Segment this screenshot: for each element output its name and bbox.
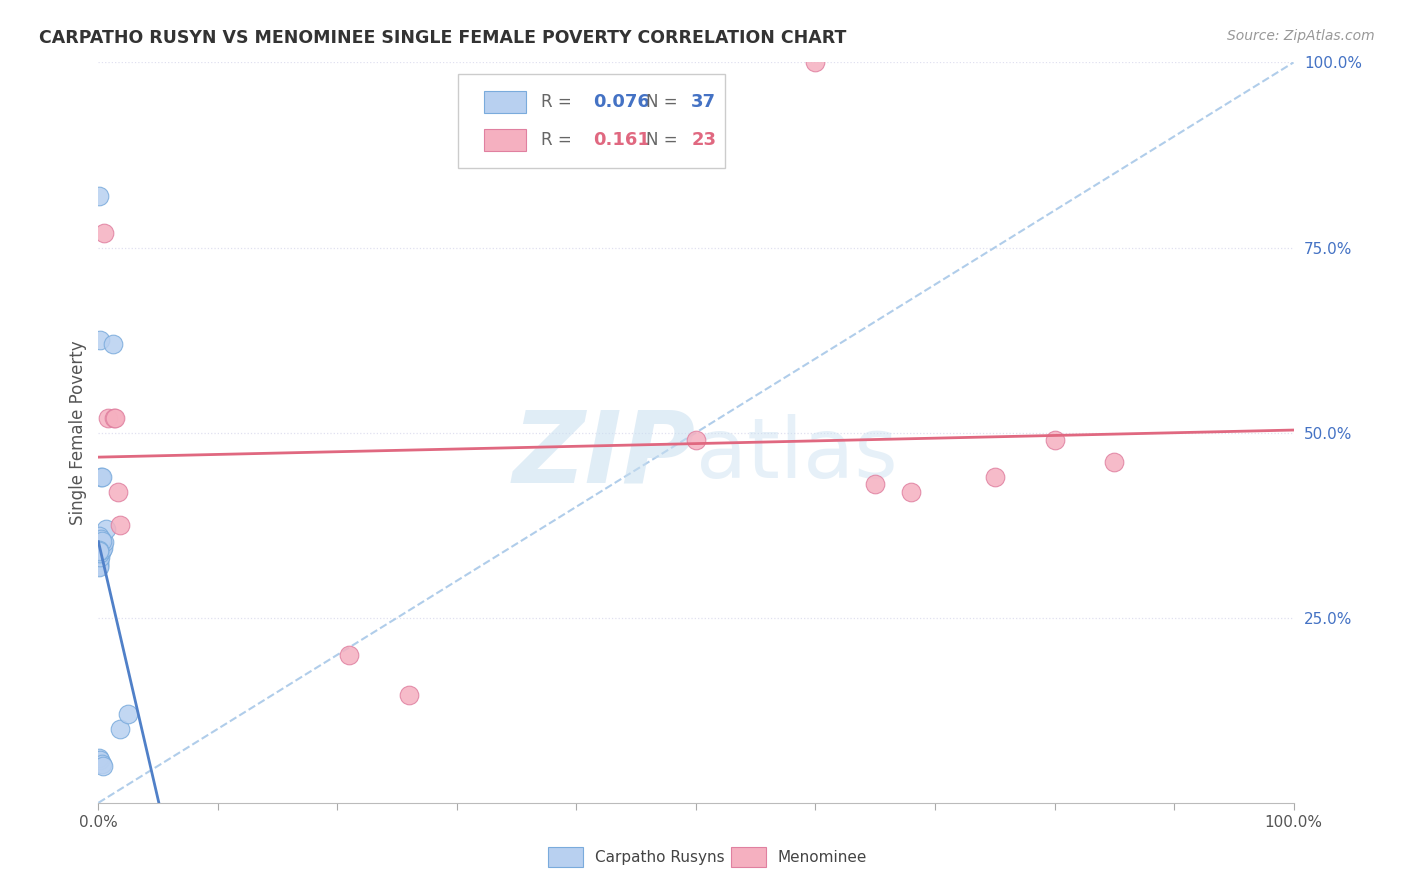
Point	[90, 538, 112, 552]
Text: R =: R =	[541, 93, 576, 111]
Point	[87, 751, 110, 765]
Text: 0.076: 0.076	[593, 93, 650, 111]
Point	[107, 484, 129, 499]
FancyBboxPatch shape	[485, 129, 526, 152]
Point	[984, 470, 1007, 484]
Point	[685, 433, 707, 447]
Point	[87, 551, 110, 566]
Text: atlas: atlas	[696, 414, 897, 495]
Point	[87, 551, 110, 566]
Point	[89, 558, 111, 573]
Point	[1043, 433, 1066, 447]
Point	[90, 541, 112, 555]
Point	[89, 542, 111, 557]
Point	[91, 758, 114, 772]
FancyBboxPatch shape	[485, 91, 526, 112]
Point	[93, 535, 115, 549]
Point	[94, 522, 117, 536]
Text: N =: N =	[645, 131, 683, 149]
Point	[89, 545, 111, 559]
Point	[91, 757, 114, 772]
Point	[87, 548, 110, 562]
Point	[91, 538, 114, 552]
Point	[90, 535, 112, 549]
Point	[89, 333, 111, 347]
Text: Source: ZipAtlas.com: Source: ZipAtlas.com	[1227, 29, 1375, 43]
Point	[398, 689, 420, 703]
Point	[91, 542, 114, 557]
Point	[117, 706, 139, 721]
Point	[108, 518, 131, 533]
Point	[93, 226, 115, 240]
Point	[804, 55, 827, 70]
Text: 23: 23	[692, 131, 716, 149]
Point	[339, 648, 361, 662]
Point	[89, 555, 111, 569]
Point	[91, 540, 114, 554]
Text: Carpatho Rusyns: Carpatho Rusyns	[595, 850, 724, 864]
Point	[865, 477, 887, 491]
Text: R =: R =	[541, 131, 582, 149]
Text: ZIP: ZIP	[513, 407, 696, 503]
Point	[91, 541, 114, 555]
Point	[108, 722, 131, 736]
Point	[87, 553, 110, 567]
Y-axis label: Single Female Poverty: Single Female Poverty	[69, 341, 87, 524]
Point	[1104, 455, 1126, 469]
Point	[91, 533, 114, 548]
Text: CARPATHO RUSYN VS MENOMINEE SINGLE FEMALE POVERTY CORRELATION CHART: CARPATHO RUSYN VS MENOMINEE SINGLE FEMAL…	[39, 29, 846, 46]
Point	[90, 470, 112, 484]
Point	[89, 560, 111, 574]
Point	[900, 484, 922, 499]
Point	[89, 753, 111, 767]
Text: N =: N =	[645, 93, 683, 111]
Point	[89, 549, 111, 564]
FancyBboxPatch shape	[458, 74, 724, 168]
Text: Menominee: Menominee	[778, 850, 868, 864]
Text: 0.161: 0.161	[593, 131, 650, 149]
Point	[89, 544, 111, 558]
Point	[91, 470, 114, 484]
Point	[89, 544, 111, 558]
Point	[87, 188, 110, 202]
Point	[87, 529, 110, 543]
Point	[103, 410, 125, 425]
Point	[104, 410, 127, 425]
Point	[89, 557, 111, 571]
Point	[101, 336, 124, 351]
Point	[97, 410, 120, 425]
Text: 37: 37	[692, 93, 716, 111]
Point	[90, 533, 112, 547]
Point	[89, 547, 111, 561]
